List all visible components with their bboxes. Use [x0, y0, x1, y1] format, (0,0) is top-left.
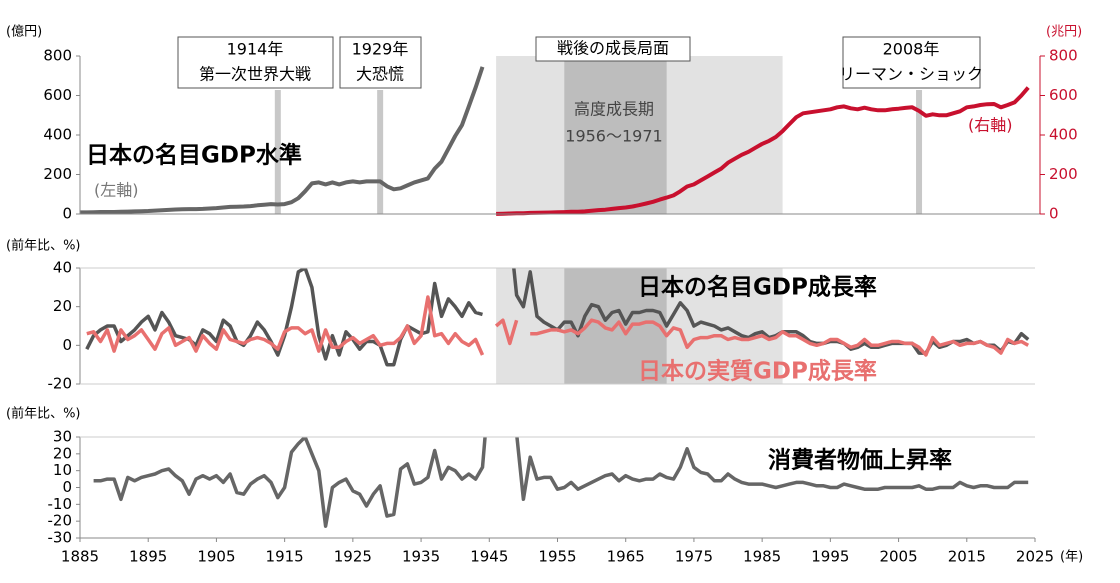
event-bar — [274, 90, 281, 214]
y-axis-unit: (前年比、%) — [6, 406, 81, 422]
event-label: リーマン・ショック — [839, 65, 983, 84]
x-tick-label: 1925 — [334, 548, 372, 566]
y2-tick-label: 0 — [1049, 205, 1059, 223]
x-tick-label: 1945 — [470, 548, 508, 566]
x-tick-label: 1995 — [811, 548, 849, 566]
y-axis-unit: (前年比、%) — [6, 238, 81, 254]
y-tick-label: 40 — [53, 259, 72, 277]
event-box — [177, 36, 334, 89]
x-tick-label: 1975 — [675, 548, 713, 566]
y-tick-label: 800 — [43, 47, 72, 65]
y-tick-label: 20 — [53, 444, 72, 462]
period-label: 1956〜1971 — [565, 127, 662, 146]
event-bar — [377, 90, 384, 214]
foreground-layer: (億円) (兆円) 日本の名目GDP水準 (左軸) (右軸) 1914年 第一次… — [6, 24, 1083, 566]
series-label: 消費者物価上昇率 — [768, 447, 952, 474]
x-tick-label: 1885 — [61, 548, 99, 566]
panel-label: 日本の名目GDP水準 — [86, 142, 302, 169]
x-tick-label: 2025 — [1016, 548, 1054, 566]
period-band — [564, 56, 667, 214]
series-label: (右軸) — [968, 116, 1013, 135]
y-tick-label: 400 — [43, 126, 72, 144]
series-line — [93, 437, 1029, 528]
y-tick-label: -20 — [48, 512, 73, 530]
y-tick-label: 0 — [62, 478, 72, 496]
y-tick-label: 30 — [53, 428, 72, 446]
event-bar — [916, 90, 923, 214]
y-tick-label: 20 — [53, 297, 72, 315]
y-tick-label: 600 — [43, 86, 72, 104]
event-box — [339, 36, 422, 89]
y2-tick-label: 400 — [1049, 126, 1078, 144]
y-tick-label: 10 — [53, 461, 72, 479]
event-label: 第一次世界大戦 — [199, 65, 311, 84]
y-tick-label: 0 — [62, 336, 72, 354]
y-tick-label: 0 — [62, 205, 72, 223]
event-label: 1914年 — [227, 40, 284, 59]
y2-tick-label: 600 — [1049, 86, 1078, 104]
y2-tick-label: 200 — [1049, 165, 1078, 183]
x-tick-label: 1915 — [266, 548, 304, 566]
x-tick-label: 1955 — [538, 548, 576, 566]
y-tick-label: -10 — [48, 495, 73, 513]
x-tick-label: 1935 — [402, 548, 440, 566]
period-box — [535, 36, 691, 62]
y-tick-label: 200 — [43, 165, 72, 183]
y-axis-unit: (億円) — [6, 24, 42, 40]
x-tick-label: 1985 — [743, 548, 781, 566]
series-line — [496, 86, 1030, 216]
period-label: 高度成長期 — [574, 100, 654, 119]
series-label: 日本の名目GDP成長率 — [638, 274, 877, 301]
period-label: 戦後の成長局面 — [557, 39, 669, 58]
x-tick-label: 2015 — [948, 548, 986, 566]
series-label: (左軸) — [94, 181, 139, 200]
event-label: 大恐慌 — [356, 65, 404, 84]
x-tick-label: 1895 — [129, 548, 167, 566]
series-label: 日本の実質GDP成長率 — [638, 358, 877, 385]
series-line — [86, 295, 1030, 357]
event-box — [842, 36, 981, 89]
x-tick-label: 1965 — [607, 548, 645, 566]
event-label: 2008年 — [883, 40, 940, 59]
series-line — [80, 66, 485, 215]
y-tick-label: -20 — [48, 375, 73, 393]
y2-axis-unit: (兆円) — [1046, 25, 1082, 40]
x-tick-label: 1905 — [197, 548, 235, 566]
background-layer — [80, 56, 1030, 528]
y-tick-label: -30 — [48, 529, 73, 547]
x-tick-label: 2005 — [879, 548, 917, 566]
y2-tick-label: 800 — [1049, 47, 1078, 65]
event-label: 1929年 — [352, 40, 409, 59]
x-axis-unit: (年) — [1060, 550, 1083, 565]
